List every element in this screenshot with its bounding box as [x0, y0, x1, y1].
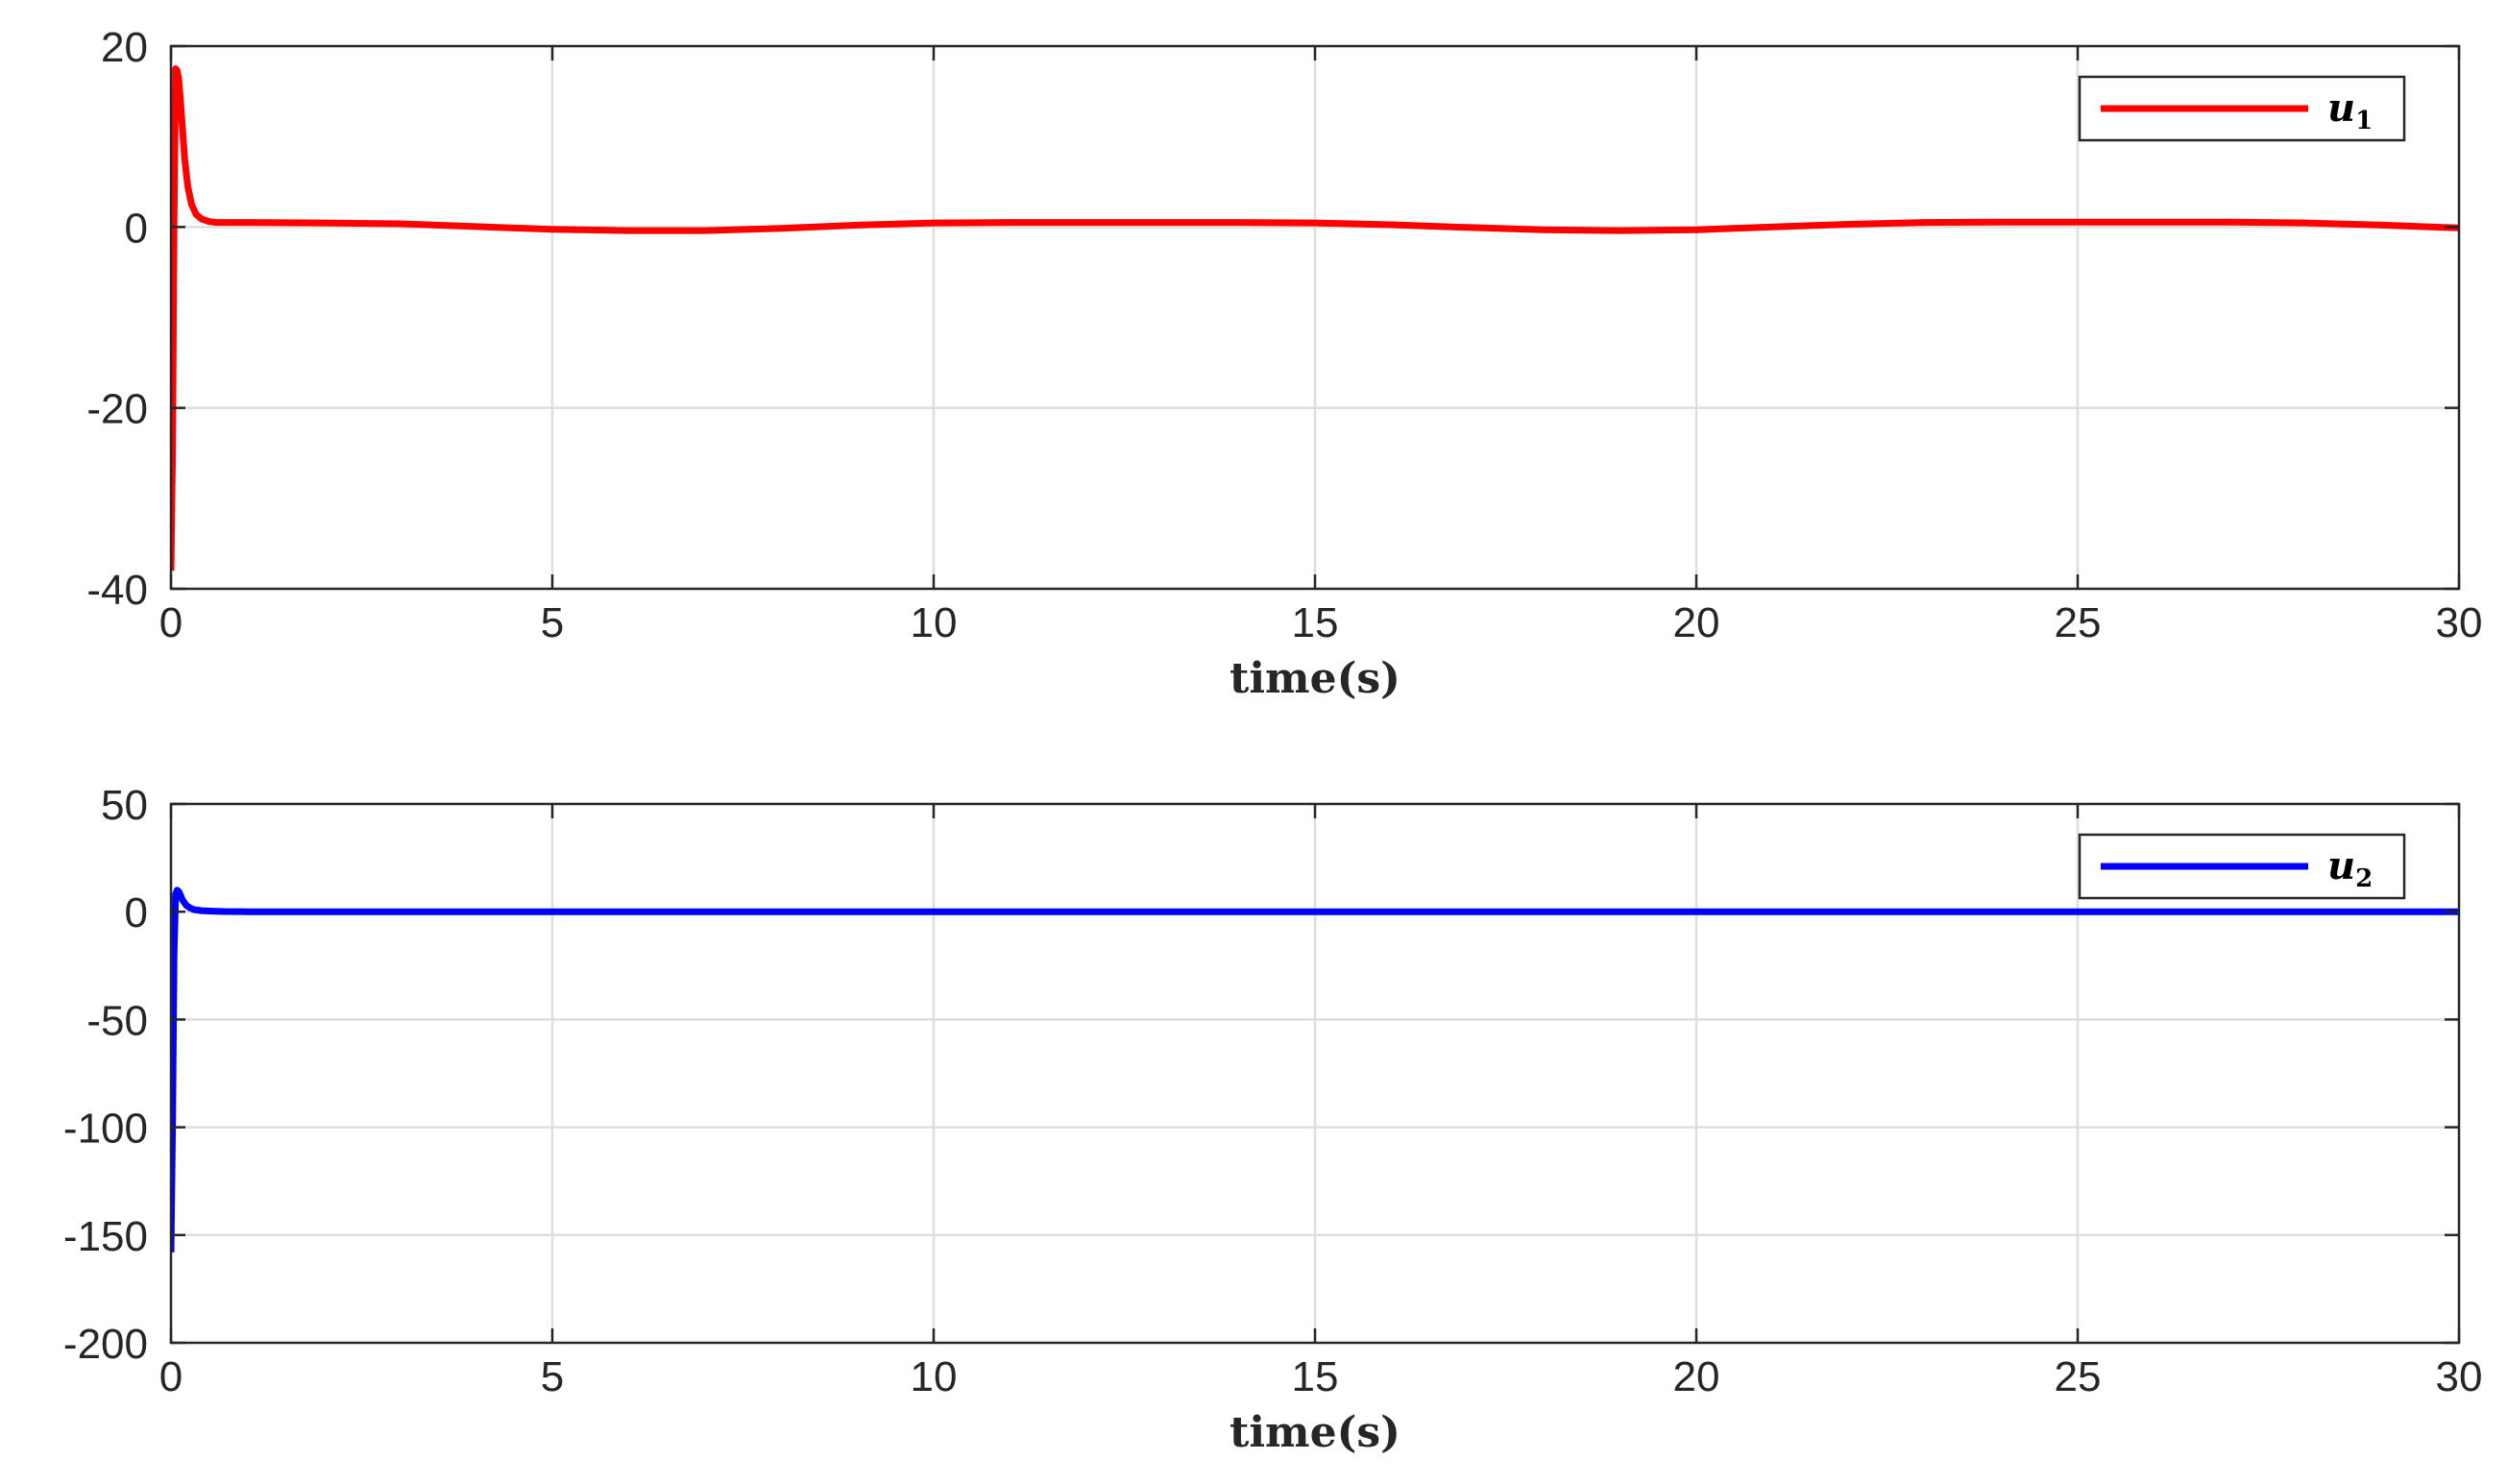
y-tick-label: -100 — [63, 1106, 148, 1153]
x-tick-label: 10 — [911, 1353, 958, 1400]
x-tick-label: 0 — [159, 1353, 183, 1400]
x-tick-label: 15 — [1292, 1353, 1339, 1400]
y-tick-label: -200 — [63, 1321, 148, 1368]
x-tick-label: 20 — [1673, 1353, 1720, 1400]
x-axis-title: time(s) — [1230, 654, 1400, 703]
x-tick-label: 30 — [2436, 1353, 2483, 1400]
legend-label-main: u — [2327, 85, 2355, 131]
legend-label: u1 — [2327, 85, 2373, 135]
y-tick-label: 50 — [101, 782, 148, 829]
x-tick-label: 0 — [159, 599, 183, 646]
x-tick-label: 25 — [2055, 599, 2102, 646]
y-tick-label: 0 — [125, 889, 148, 937]
legend-label-main: u — [2327, 843, 2355, 888]
y-tick-label: -20 — [86, 386, 148, 433]
series-line-u2 — [171, 887, 2459, 1253]
x-tick-label: 30 — [2436, 599, 2483, 646]
y-tick-label: 20 — [101, 24, 148, 71]
x-tick-label: 10 — [911, 599, 958, 646]
x-tick-label: 15 — [1292, 599, 1339, 646]
legend-label-sub: 2 — [2355, 864, 2373, 893]
series-line-u1 — [171, 65, 2459, 572]
x-tick-label: 5 — [541, 599, 564, 646]
x-tick-label: 25 — [2055, 1353, 2102, 1400]
x-tick-label: 20 — [1673, 599, 1720, 646]
x-tick-label: 5 — [541, 1353, 564, 1400]
x-axis-title: time(s) — [1230, 1408, 1400, 1457]
chart-u2: 0 5 10 15 20 25 30 50 0 -50 -100 -150 -200 time(s) u2 — [63, 782, 2483, 1457]
legend-label: u2 — [2327, 843, 2373, 893]
y-tick-label: -50 — [86, 997, 148, 1044]
chart-u1: 0 5 10 15 20 25 30 20 0 -20 -40 time(s) u1 — [86, 24, 2482, 703]
legend-label-sub: 1 — [2355, 107, 2373, 135]
y-tick-label: 0 — [125, 205, 148, 252]
y-tick-label: -150 — [63, 1213, 148, 1260]
legend: u2 — [2078, 833, 2406, 900]
y-tick-label: -40 — [86, 567, 148, 614]
legend: u1 — [2078, 75, 2406, 142]
